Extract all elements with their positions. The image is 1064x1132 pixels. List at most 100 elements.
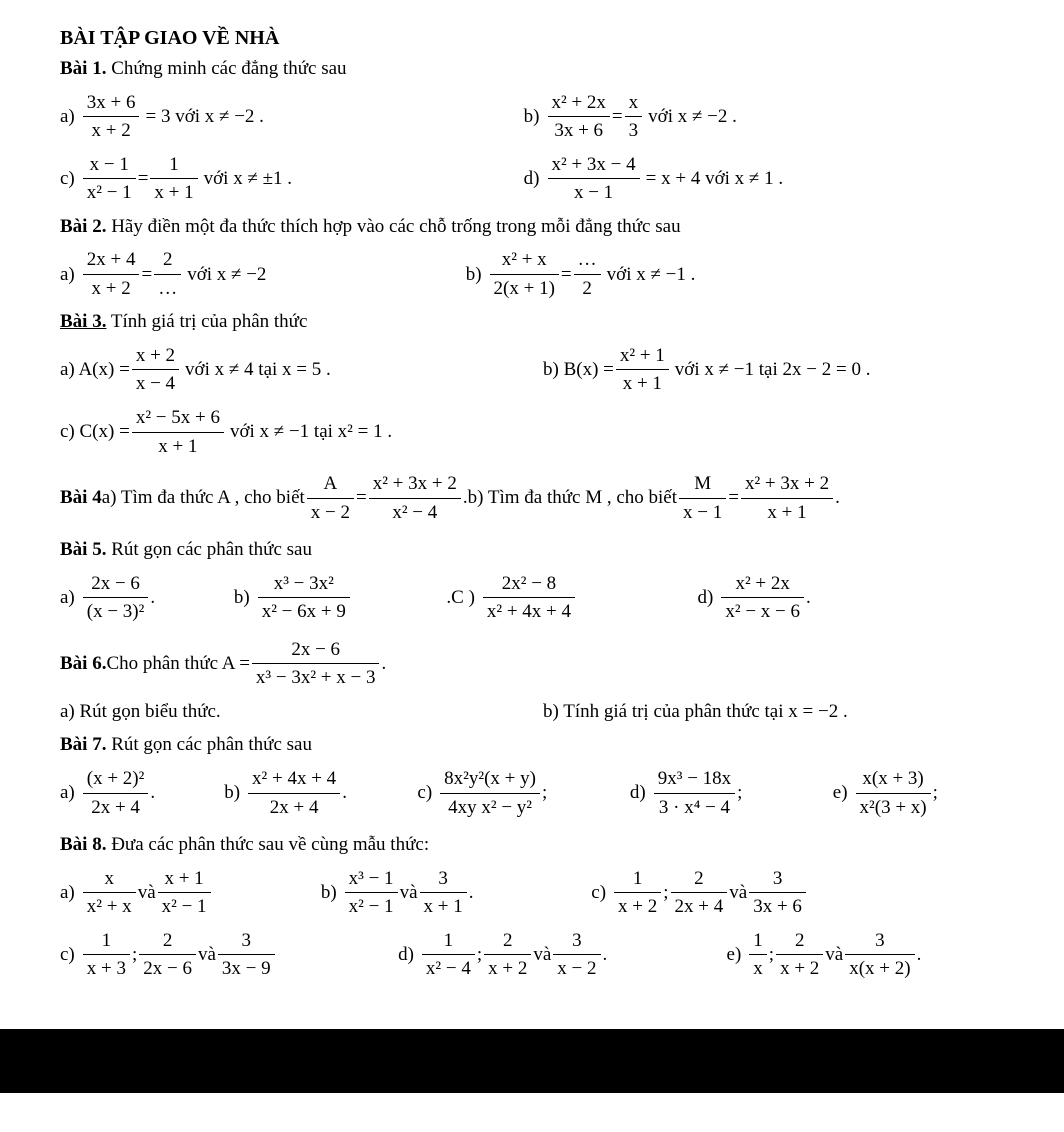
b3b-label: b) B(x) = bbox=[543, 356, 614, 384]
b1d-label: d) bbox=[524, 165, 540, 193]
bai4-label: Bài 4 bbox=[60, 484, 102, 512]
bai1-b: b) x² + 2x 3x + 6 = x 3 với x ≠ −2 . bbox=[524, 89, 1026, 145]
b1a-after: = 3 với x ≠ −2 . bbox=[145, 103, 263, 131]
b1d-frac: x² + 3x − 4 x − 1 bbox=[548, 151, 640, 207]
bai7-d: d) 9x³ − 18x 3 · x⁴ − 4 ; bbox=[630, 765, 833, 821]
bai5-c: .C ) 2x² − 8 x² + 4x + 4 bbox=[446, 570, 697, 626]
bai7-c: c) 8x²y²(x + y) 4xy x² − y² ; bbox=[417, 765, 630, 821]
bai2-row: a) 2x + 4 x + 2 = 2 … với x ≠ −2 b) x² +… bbox=[60, 246, 1026, 302]
bai6: Bài 6. Cho phân thức A = 2x − 6 x³ − 3x²… bbox=[60, 636, 1026, 692]
bai3-label: Bài 3. bbox=[60, 311, 106, 332]
b1b-frac1: x² + 2x 3x + 6 bbox=[548, 89, 610, 145]
b2a-after: với x ≠ −2 bbox=[187, 261, 266, 289]
bai8-text: Đưa các phân thức sau về cùng mẫu thức: bbox=[106, 834, 429, 855]
bai1-row1: a) 3x + 6 x + 2 = 3 với x ≠ −2 . b) x² +… bbox=[60, 89, 1026, 145]
b3c-label: c) C(x) = bbox=[60, 418, 130, 446]
bai7-row: a) (x + 2)² 2x + 4 . b) x² + 4x + 4 2x +… bbox=[60, 765, 1026, 821]
bai6-text: Cho phân thức A = bbox=[106, 650, 249, 678]
b2a-frac2: 2 … bbox=[154, 246, 181, 302]
b1b-label: b) bbox=[524, 103, 540, 131]
b4b-frac1: M x − 1 bbox=[679, 470, 726, 526]
bai8-c: c) 1 x + 2 ; 2 2x + 4 và 3 3x + 6 bbox=[591, 865, 808, 921]
bai8-d: c) 1 x + 3 ; 2 2x − 6 và 3 3x − 9 bbox=[60, 927, 398, 983]
bai1-a: a) 3x + 6 x + 2 = 3 với x ≠ −2 . bbox=[60, 89, 524, 145]
b4b-frac2: x² + 3x + 2 x + 1 bbox=[741, 470, 833, 526]
b1a-frac: 3x + 6 x + 2 bbox=[83, 89, 140, 145]
bai8-row1: a) x x² + x và x + 1 x² − 1 b) x³ − 1 x²… bbox=[60, 865, 1026, 921]
bai6-a: a) Rút gọn biểu thức. bbox=[60, 698, 543, 726]
bai8-a: a) x x² + x và x + 1 x² − 1 bbox=[60, 865, 321, 921]
bai6-sub: a) Rút gọn biểu thức. b) Tính giá trị củ… bbox=[60, 698, 1026, 726]
b1c-frac1: x − 1 x² − 1 bbox=[83, 151, 136, 207]
bai8-f: e) 1 x ; 2 x + 2 và 3 x(x + 2) . bbox=[727, 927, 922, 983]
b3a-after: với x ≠ 4 tại x = 5 . bbox=[185, 356, 331, 384]
bai5-a: a) 2x − 6 (x − 3)² . bbox=[60, 570, 234, 626]
bai6-label: Bài 6. bbox=[60, 650, 106, 678]
b2b-frac2: … 2 bbox=[574, 246, 601, 302]
bai5-d: d) x² + 2x x² − x − 6 . bbox=[698, 570, 811, 626]
bai1-c: c) x − 1 x² − 1 = 1 x + 1 với x ≠ ±1 . bbox=[60, 151, 524, 207]
bai3-a: a) A(x) = x + 2 x − 4 với x ≠ 4 tại x = … bbox=[60, 342, 543, 398]
page-title: BÀI TẬP GIAO VỀ NHÀ bbox=[60, 24, 1026, 53]
bai1-label: Bài 1. bbox=[60, 58, 106, 79]
bai4: Bài 4 a) Tìm đa thức A , cho biết A x − … bbox=[60, 470, 1026, 526]
b1b-eq: = bbox=[612, 103, 623, 131]
bai8-row2: c) 1 x + 3 ; 2 2x − 6 và 3 3x − 9 d) 1 x… bbox=[60, 927, 1026, 983]
bai7-label: Bài 7. bbox=[60, 734, 106, 755]
b6-frac: 2x − 6 x³ − 3x² + x − 3 bbox=[252, 636, 380, 692]
bai7-a: a) (x + 2)² 2x + 4 . bbox=[60, 765, 224, 821]
b1b-frac2: x 3 bbox=[625, 89, 643, 145]
bai6-b: b) Tính giá trị của phân thức tại x = −2… bbox=[543, 698, 1026, 726]
bai1-d: d) x² + 3x − 4 x − 1 = x + 4 với x ≠ 1 . bbox=[524, 151, 1026, 207]
b2b-frac1: x² + x 2(x + 1) bbox=[490, 246, 559, 302]
bai7-header: Bài 7. Rút gọn các phân thức sau bbox=[60, 731, 1026, 759]
bai2-header: Bài 2. Hãy điền một đa thức thích hợp và… bbox=[60, 213, 1026, 241]
homework-page: BÀI TẬP GIAO VỀ NHÀ Bài 1. Chứng minh cá… bbox=[0, 0, 1064, 1029]
b2a-label: a) bbox=[60, 261, 75, 289]
b4b-pre: b) Tìm đa thức M , cho biết bbox=[468, 484, 677, 512]
bai5-header: Bài 5. Rút gọn các phân thức sau bbox=[60, 536, 1026, 564]
b3b-frac: x² + 1 x + 1 bbox=[616, 342, 669, 398]
bai3-text: Tính giá trị của phân thức bbox=[106, 311, 307, 332]
bai3-header: Bài 3. Tính giá trị của phân thức bbox=[60, 308, 1026, 336]
b4a-frac2: x² + 3x + 2 x² − 4 bbox=[369, 470, 461, 526]
b3c-frac: x² − 5x + 6 x + 1 bbox=[132, 404, 224, 460]
b2b-after: với x ≠ −1 . bbox=[607, 261, 696, 289]
b2a-frac1: 2x + 4 x + 2 bbox=[83, 246, 140, 302]
bai7-text: Rút gọn các phân thức sau bbox=[106, 734, 312, 755]
bai8-label: Bài 8. bbox=[60, 834, 106, 855]
bai8-header: Bài 8. Đưa các phân thức sau về cùng mẫu… bbox=[60, 831, 1026, 859]
bai2-b: b) x² + x 2(x + 1) = … 2 với x ≠ −1 . bbox=[466, 246, 696, 302]
bai2-a: a) 2x + 4 x + 2 = 2 … với x ≠ −2 bbox=[60, 246, 466, 302]
b1a-label: a) bbox=[60, 103, 75, 131]
bai5-text: Rút gọn các phân thức sau bbox=[106, 539, 312, 560]
b1c-label: c) bbox=[60, 165, 75, 193]
b4a-frac1: A x − 2 bbox=[307, 470, 354, 526]
bai1-row2: c) x − 1 x² − 1 = 1 x + 1 với x ≠ ±1 . d… bbox=[60, 151, 1026, 207]
bai7-e: e) x(x + 3) x²(3 + x) ; bbox=[833, 765, 938, 821]
b1c-after: với x ≠ ±1 . bbox=[204, 165, 292, 193]
b1d-after: = x + 4 với x ≠ 1 . bbox=[646, 165, 783, 193]
b2b-label: b) bbox=[466, 261, 482, 289]
bai5-b: b) x³ − 3x² x² − 6x + 9 bbox=[234, 570, 447, 626]
bai8-b: b) x³ − 1 x² − 1 và 3 x + 1 . bbox=[321, 865, 591, 921]
bai8-e: d) 1 x² − 4 ; 2 x + 2 và 3 x − 2 . bbox=[398, 927, 726, 983]
bai7-b: b) x² + 4x + 4 2x + 4 . bbox=[224, 765, 417, 821]
bai3-c: c) C(x) = x² − 5x + 6 x + 1 với x ≠ −1 t… bbox=[60, 404, 1026, 460]
b4a-pre: a) Tìm đa thức A , cho biết bbox=[102, 484, 305, 512]
bai3-b: b) B(x) = x² + 1 x + 1 với x ≠ −1 tại 2x… bbox=[543, 342, 1026, 398]
bottom-bar bbox=[0, 1029, 1064, 1093]
bai5-row: a) 2x − 6 (x − 3)² . b) x³ − 3x² x² − 6x… bbox=[60, 570, 1026, 626]
bai1-header: Bài 1. Chứng minh các đẳng thức sau bbox=[60, 55, 1026, 83]
bai3-row1: a) A(x) = x + 2 x − 4 với x ≠ 4 tại x = … bbox=[60, 342, 1026, 398]
b3a-frac: x + 2 x − 4 bbox=[132, 342, 179, 398]
b3b-after: với x ≠ −1 tại 2x − 2 = 0 . bbox=[675, 356, 871, 384]
b1b-after: với x ≠ −2 . bbox=[648, 103, 737, 131]
b1c-eq: = bbox=[138, 165, 149, 193]
bai1-text: Chứng minh các đẳng thức sau bbox=[106, 58, 346, 79]
bai5-label: Bài 5. bbox=[60, 539, 106, 560]
b3c-after: với x ≠ −1 tại x² = 1 . bbox=[230, 418, 392, 446]
b1c-frac2: 1 x + 1 bbox=[150, 151, 197, 207]
b3a-label: a) A(x) = bbox=[60, 356, 130, 384]
bai2-text: Hãy điền một đa thức thích hợp vào các c… bbox=[106, 216, 680, 237]
